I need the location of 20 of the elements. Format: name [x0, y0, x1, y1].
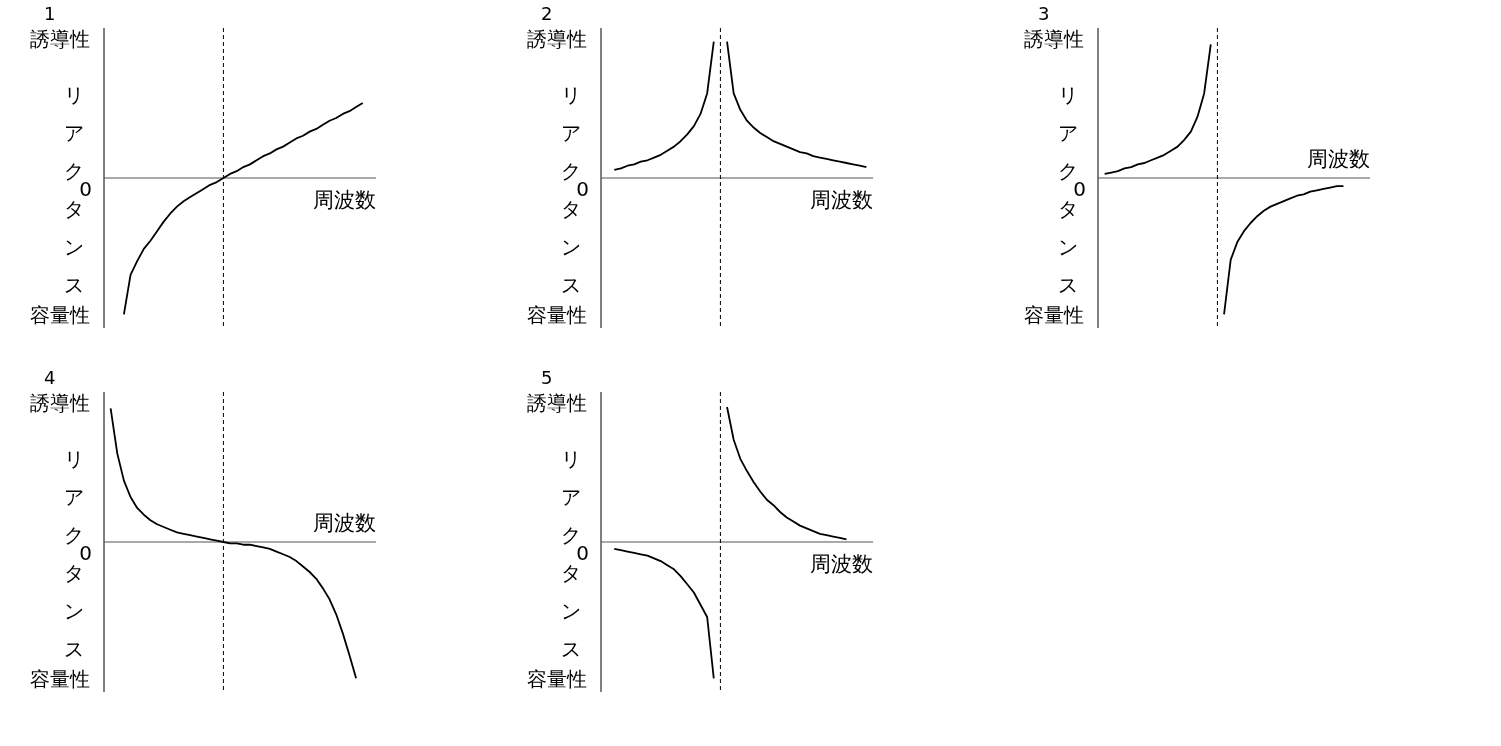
text: 誘導性 — [527, 27, 587, 51]
chart-title: 5 — [541, 366, 553, 388]
x-axis-title: 周波数 — [313, 188, 376, 212]
chart-title: 2 — [541, 2, 553, 24]
text: 容量性 — [527, 667, 587, 691]
x-axis-title: 周波数 — [313, 511, 376, 535]
text: 容量性 — [30, 667, 90, 691]
x-axis-title: 周波数 — [810, 188, 873, 212]
text: 誘導性 — [30, 391, 90, 415]
text: 容量性 — [1024, 303, 1084, 327]
text: 容量性 — [30, 303, 90, 327]
x-axis-title: 周波数 — [810, 552, 873, 576]
text: 誘導性 — [527, 391, 587, 415]
text: 誘導性 — [1024, 27, 1084, 51]
chart-title: 4 — [44, 366, 56, 388]
text: 容量性 — [527, 303, 587, 327]
chart-title: 3 — [1038, 2, 1050, 24]
x-axis-title: 周波数 — [1307, 147, 1370, 171]
text: 誘導性 — [30, 27, 90, 51]
chart-title: 1 — [44, 2, 56, 24]
